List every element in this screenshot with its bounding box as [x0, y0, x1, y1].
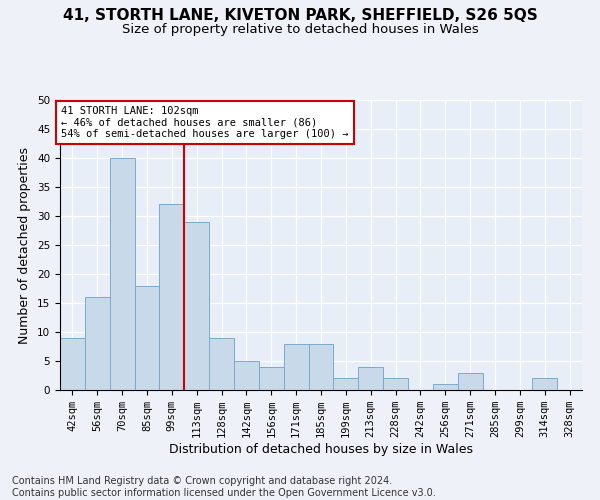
- Bar: [284, 344, 308, 390]
- Bar: [259, 367, 284, 390]
- Bar: [433, 384, 458, 390]
- Bar: [85, 297, 110, 390]
- Bar: [234, 361, 259, 390]
- Bar: [532, 378, 557, 390]
- Bar: [308, 344, 334, 390]
- Bar: [184, 222, 209, 390]
- Bar: [160, 204, 184, 390]
- Bar: [358, 367, 383, 390]
- Y-axis label: Number of detached properties: Number of detached properties: [19, 146, 31, 344]
- Bar: [383, 378, 408, 390]
- Bar: [60, 338, 85, 390]
- Text: Distribution of detached houses by size in Wales: Distribution of detached houses by size …: [169, 442, 473, 456]
- Text: Contains HM Land Registry data © Crown copyright and database right 2024.
Contai: Contains HM Land Registry data © Crown c…: [12, 476, 436, 498]
- Bar: [209, 338, 234, 390]
- Bar: [334, 378, 358, 390]
- Text: 41, STORTH LANE, KIVETON PARK, SHEFFIELD, S26 5QS: 41, STORTH LANE, KIVETON PARK, SHEFFIELD…: [62, 8, 538, 22]
- Text: 41 STORTH LANE: 102sqm
← 46% of detached houses are smaller (86)
54% of semi-det: 41 STORTH LANE: 102sqm ← 46% of detached…: [61, 106, 349, 139]
- Bar: [458, 372, 482, 390]
- Text: Size of property relative to detached houses in Wales: Size of property relative to detached ho…: [122, 22, 478, 36]
- Bar: [134, 286, 160, 390]
- Bar: [110, 158, 134, 390]
